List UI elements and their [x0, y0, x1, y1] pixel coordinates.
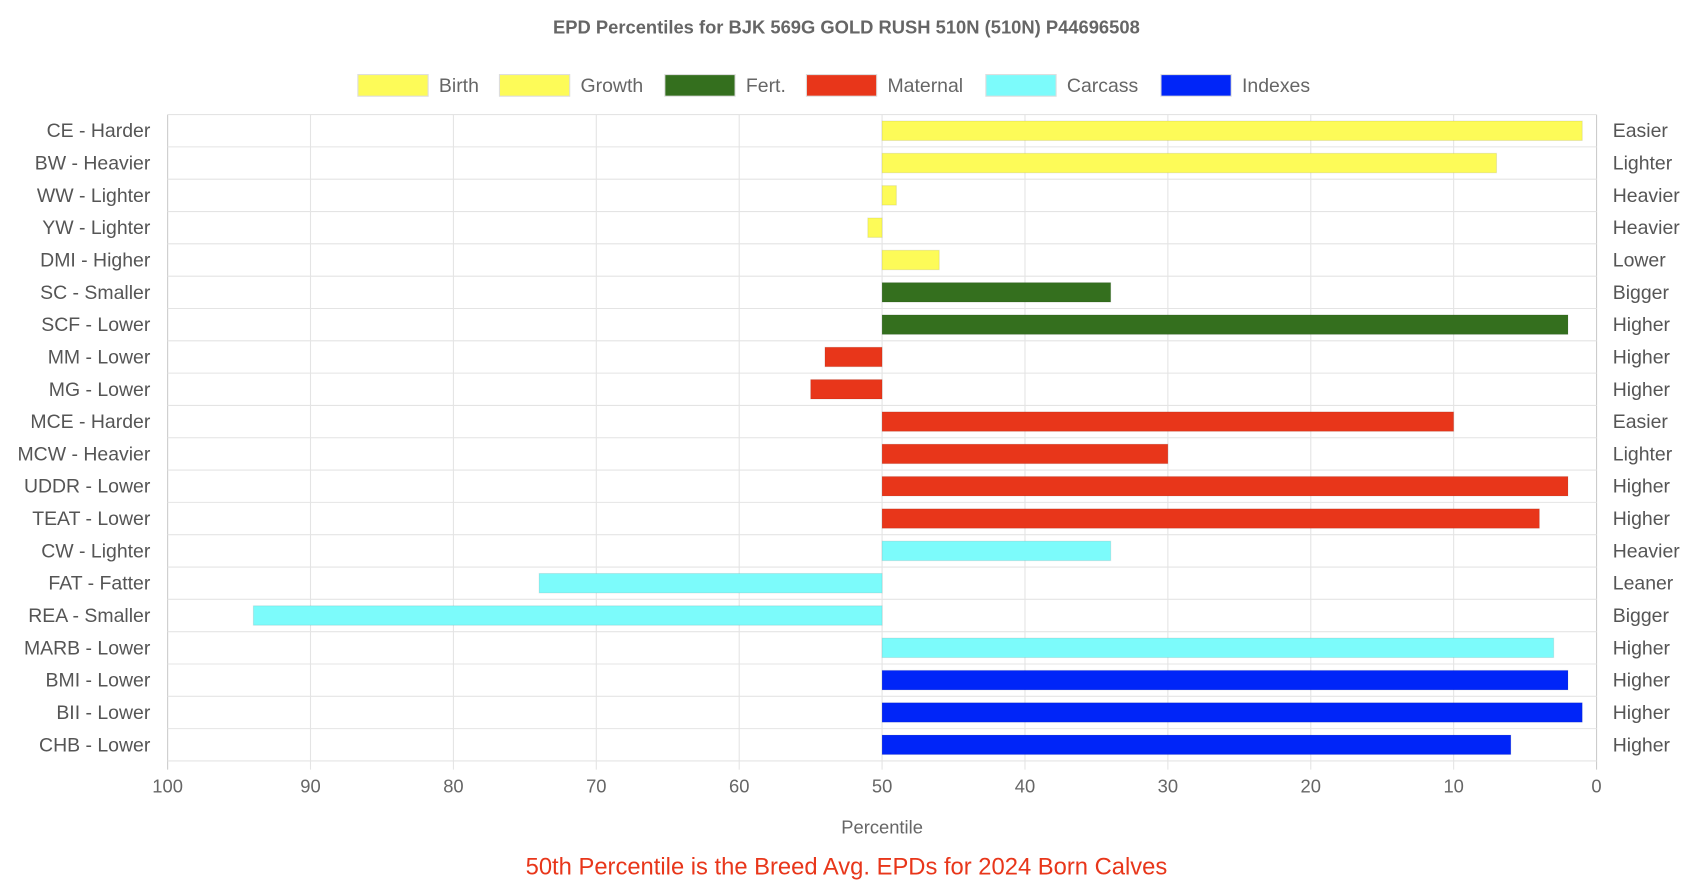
- row-label-left: BII - Lower: [56, 702, 151, 724]
- x-axis-label: Percentile: [841, 816, 923, 837]
- x-tick-label: 90: [300, 775, 320, 796]
- row-label-left: REA - Smaller: [28, 605, 151, 627]
- row-label-left: UDDR - Lower: [24, 476, 151, 498]
- row-label-left: YW - Lighter: [42, 217, 151, 239]
- x-tick-label: 30: [1158, 775, 1178, 796]
- bar-ww: [881, 185, 897, 206]
- row-label-right: Bigger: [1613, 282, 1670, 304]
- row-label-left: BW - Heavier: [35, 153, 151, 175]
- row-label-left: SCF - Lower: [41, 314, 151, 336]
- legend-swatch: [664, 74, 736, 97]
- row-label-right: Heavier: [1613, 540, 1681, 562]
- legend: Birth Growth Fert. Maternal Carcass Indexes: [357, 74, 1310, 97]
- row-label-left: MM - Lower: [48, 346, 151, 368]
- bar-scf: [881, 314, 1569, 335]
- row-label-left: CW - Lighter: [41, 540, 151, 562]
- x-tick-label: 10: [1443, 775, 1463, 796]
- legend-swatch: [498, 74, 571, 97]
- row-label-left: DMI - Higher: [40, 249, 151, 271]
- row-label-right: Higher: [1613, 379, 1671, 401]
- row-label-left: MARB - Lower: [24, 637, 151, 659]
- bar-yw: [867, 217, 883, 238]
- row-label-left: MG - Lower: [49, 379, 151, 401]
- row-label-left: MCW - Heavier: [18, 443, 151, 465]
- bar-ce: [881, 120, 1583, 142]
- row-label-right: Higher: [1613, 476, 1671, 498]
- footnote: 50th Percentile is the Breed Avg. EPDs f…: [526, 853, 1168, 880]
- bar-bii: [881, 702, 1583, 723]
- chart-title: EPD Percentiles for BJK 569G GOLD RUSH 5…: [553, 17, 1140, 38]
- legend-swatch: [985, 74, 1057, 97]
- bar-bw: [881, 152, 1498, 174]
- row-label-left: SC - Smaller: [40, 282, 151, 304]
- x-tick-label: 50: [872, 775, 892, 796]
- row-label-left: MCE - Harder: [30, 411, 150, 433]
- x-tick-label: 0: [1591, 775, 1601, 796]
- bar-mg: [810, 379, 883, 400]
- row-label-right: Lower: [1613, 249, 1666, 271]
- bar-mce: [881, 411, 1455, 432]
- legend-label: Indexes: [1242, 75, 1310, 97]
- row-label-right: Higher: [1613, 670, 1671, 692]
- bar-sc: [881, 282, 1112, 303]
- row-label-right: Easier: [1613, 120, 1669, 142]
- row-label-right: Higher: [1613, 314, 1671, 336]
- row-label-right: Higher: [1613, 637, 1671, 659]
- row-label-right: Higher: [1613, 346, 1671, 368]
- x-tick-label: 20: [1301, 775, 1321, 796]
- legend-swatch: [805, 74, 878, 97]
- bar-chb: [881, 734, 1512, 756]
- legend-label: Fert.: [746, 75, 786, 97]
- bar-fat: [538, 572, 883, 594]
- row-label-right: Lighter: [1613, 443, 1673, 465]
- row-label-left: FAT - Fatter: [48, 573, 150, 595]
- row-label-right: Higher: [1613, 702, 1671, 724]
- x-ticks: 100 90 80 70 60 50 40 30 20 10 0: [152, 775, 1601, 796]
- legend-label: Maternal: [887, 75, 963, 97]
- row-label-left: CHB - Lower: [39, 734, 151, 756]
- legend-swatch: [357, 74, 429, 97]
- row-labels: CE - Harder Easier BW - Heavier Lighter WW -…: [18, 120, 1681, 756]
- row-label-left: WW - Lighter: [37, 185, 151, 207]
- row-label-right: Heavier: [1613, 185, 1681, 207]
- bar-bmi: [881, 669, 1569, 691]
- bar-cw: [881, 540, 1112, 562]
- legend-label: Birth: [439, 75, 479, 97]
- bar-teat: [881, 508, 1540, 529]
- row-label-right: Heavier: [1613, 217, 1681, 239]
- row-label-right: Higher: [1613, 508, 1671, 530]
- bar-mm: [824, 346, 883, 368]
- x-tick-label: 40: [1015, 775, 1035, 796]
- row-label-right: Easier: [1613, 411, 1669, 433]
- x-tick-label: 70: [586, 775, 606, 796]
- bar-rea: [252, 605, 883, 626]
- row-label-left: CE - Harder: [47, 120, 151, 142]
- row-label-right: Higher: [1613, 734, 1671, 756]
- legend-swatch: [1160, 74, 1232, 97]
- bars: [252, 120, 1583, 756]
- row-label-right: Leaner: [1613, 573, 1674, 595]
- row-label-right: Lighter: [1613, 153, 1673, 175]
- x-tick-label: 60: [729, 775, 749, 796]
- legend-label: Carcass: [1067, 75, 1139, 97]
- bar-uddr: [881, 475, 1569, 497]
- bar-marb: [881, 637, 1555, 659]
- row-label-right: Bigger: [1613, 605, 1670, 627]
- row-label-left: BMI - Lower: [46, 670, 151, 692]
- bar-dmi: [881, 249, 940, 271]
- row-label-left: TEAT - Lower: [32, 508, 151, 530]
- legend-label: Growth: [581, 75, 644, 97]
- x-tick-label: 80: [443, 775, 463, 796]
- bar-mcw: [881, 443, 1169, 465]
- x-tick-label: 100: [152, 775, 183, 796]
